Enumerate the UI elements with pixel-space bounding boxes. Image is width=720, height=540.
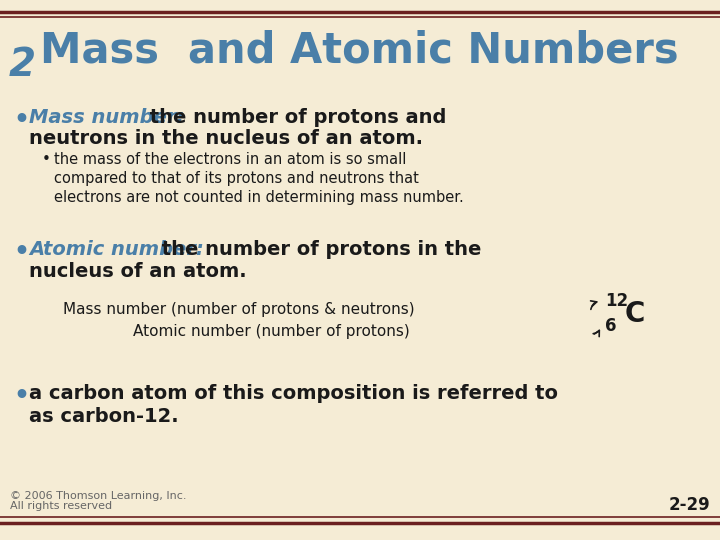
Text: a carbon atom of this composition is referred to: a carbon atom of this composition is ref… (29, 384, 558, 403)
Text: Mass number (number of protons & neutrons): Mass number (number of protons & neutron… (63, 302, 415, 318)
Text: nucleus of an atom.: nucleus of an atom. (29, 262, 246, 281)
Text: as carbon-12.: as carbon-12. (29, 407, 179, 426)
Text: electrons are not counted in determining mass number.: electrons are not counted in determining… (54, 190, 464, 205)
Text: 12: 12 (605, 292, 628, 310)
Text: neutrons in the nucleus of an atom.: neutrons in the nucleus of an atom. (29, 129, 423, 147)
Text: All rights reserved: All rights reserved (10, 501, 112, 511)
Text: C: C (625, 300, 645, 328)
Text: Atomic number:: Atomic number: (29, 240, 204, 259)
Text: compared to that of its protons and neutrons that: compared to that of its protons and neut… (54, 171, 419, 186)
Text: the number of protons in the: the number of protons in the (155, 240, 481, 259)
Text: •: • (13, 240, 29, 264)
Text: 2: 2 (9, 46, 36, 84)
Text: Mass number:: Mass number: (29, 108, 184, 127)
Text: Atomic number (number of protons): Atomic number (number of protons) (133, 324, 410, 339)
Text: •: • (42, 152, 50, 167)
Text: 2-29: 2-29 (668, 496, 710, 514)
Text: the mass of the electrons in an atom is so small: the mass of the electrons in an atom is … (54, 152, 406, 167)
FancyArrowPatch shape (590, 301, 597, 309)
Text: 6: 6 (605, 317, 616, 335)
Text: Mass  and Atomic Numbers: Mass and Atomic Numbers (40, 30, 678, 72)
Text: •: • (13, 384, 29, 408)
Text: the number of protons and: the number of protons and (143, 108, 446, 127)
Text: © 2006 Thomson Learning, Inc.: © 2006 Thomson Learning, Inc. (10, 491, 186, 502)
Text: •: • (13, 108, 29, 132)
FancyArrowPatch shape (593, 330, 599, 336)
